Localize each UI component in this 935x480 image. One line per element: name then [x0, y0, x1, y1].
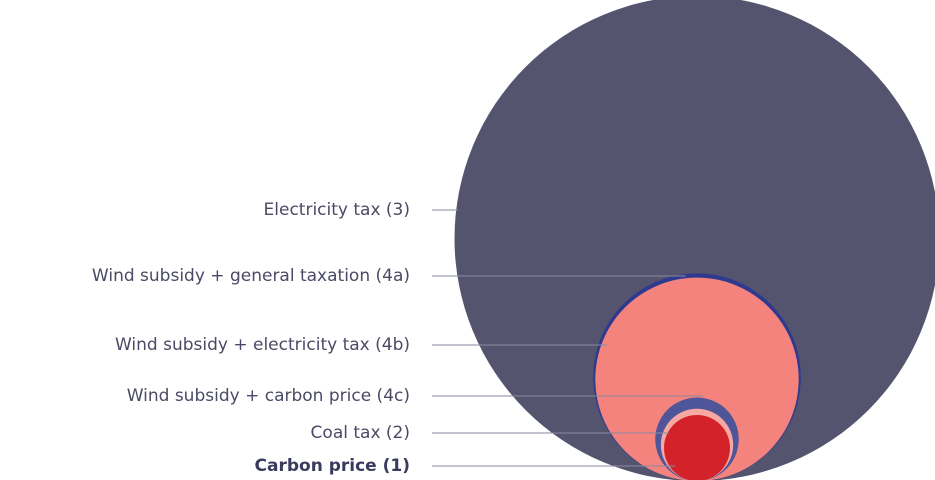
category-label: Electricity tax (3) [264, 200, 410, 220]
category-label: Coal tax (2) [311, 423, 410, 443]
category-label: Wind subsidy + general taxation (4a) [92, 266, 410, 286]
circle [595, 277, 799, 480]
category-label: Carbon price (1) [255, 456, 410, 476]
circle [454, 0, 935, 480]
category-label: Wind subsidy + carbon price (4c) [127, 386, 410, 406]
circle [664, 415, 730, 480]
category-label: Wind subsidy + electricity tax (4b) [115, 335, 410, 355]
